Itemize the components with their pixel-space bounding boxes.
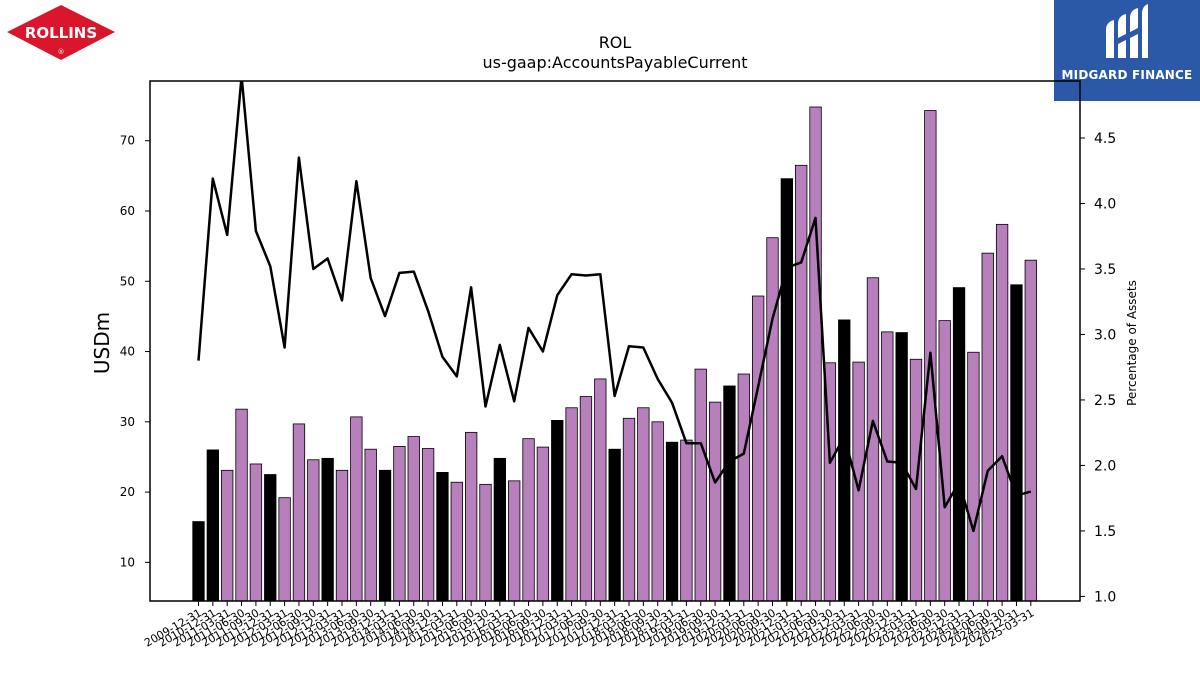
bar [378,469,392,602]
y2-tick-label: 4.5 [1094,131,1116,147]
bar [737,373,750,602]
y-tick-label: 30 [120,415,135,429]
bar [895,332,908,602]
bar [680,439,693,602]
bar [221,469,234,602]
y-tick-label: 60 [120,204,135,218]
y-tick-label: 20 [120,485,135,499]
bar [622,417,636,602]
bar [809,106,822,602]
y-tick-label: 70 [120,134,135,148]
bar [723,385,736,602]
line-series [197,81,1032,533]
bar [292,423,306,602]
bar-series [192,106,1037,602]
midgard-emblem-icon [1106,4,1148,58]
left-y-axis-ticks: 10 20 30 40 50 60 70 [120,134,150,569]
bar [335,469,349,602]
bar [235,408,248,602]
bar [981,252,994,602]
y2-tick-label: 3.5 [1094,262,1116,278]
bar [795,164,808,602]
bar [766,237,779,602]
bar [536,446,550,602]
y2-tick-label: 2.0 [1094,458,1116,474]
y-tick-label: 50 [120,274,135,288]
bar [1024,259,1037,602]
y2-tick-label: 1.0 [1094,589,1116,605]
y2-tick-label: 3.0 [1094,327,1116,343]
bar [350,416,363,602]
midgard-finance-text: MIDGARD FINANCE [1061,68,1193,82]
y-tick-label: 10 [120,555,135,569]
bar [436,472,449,602]
bar [694,368,707,602]
bar [967,351,980,602]
bar [522,438,535,602]
bar [206,449,220,602]
chart-subtitle: us-gaap:AccountsPayableCurrent [482,53,747,72]
bar [464,431,478,602]
bar [708,401,722,602]
y-tick-label: 40 [120,345,135,359]
chart-title: ROL [599,33,632,52]
bar [393,446,406,602]
bar [579,396,593,602]
rollins-logo-text: ROLLINS [25,24,97,42]
rollins-logo-diamond [7,5,115,60]
bar [665,441,679,602]
y-axis-label: USDm [90,312,114,374]
bar [321,457,334,602]
bar [264,474,277,602]
bar [421,448,435,602]
bar [364,448,377,602]
bar [307,459,320,602]
bar [838,319,851,602]
bar [995,223,1009,602]
bar [551,420,564,602]
bar [508,480,521,602]
bar [637,407,650,602]
rollins-logo: ROLLINS ® [6,4,116,62]
bar [450,481,463,602]
y2-tick-label: 2.5 [1094,393,1116,409]
bar [780,178,793,602]
bar [881,331,894,602]
bar [407,436,420,602]
bar [1010,284,1023,602]
percentage-line [197,81,1032,533]
rollins-logo-mark: ® [58,48,65,56]
y2-tick-label: 1.5 [1094,524,1116,540]
bar [493,457,507,602]
bar [952,287,966,602]
bar [278,497,291,602]
bar [852,361,865,602]
bar [651,421,664,602]
right-y-axis-ticks: 1.0 1.5 2.0 2.5 3.0 3.5 4.0 4.5 [1080,131,1116,605]
bar [479,483,492,602]
bar [594,378,607,602]
bar [608,448,621,602]
y2-tick-label: 4.0 [1094,196,1116,212]
y2-axis-label: Percentage of Assets [1125,280,1139,406]
bar [752,295,765,602]
bar [192,521,205,602]
bar [565,407,578,602]
bar [249,463,263,602]
midgard-finance-logo: MIDGARD FINANCE [1054,0,1200,101]
x-axis-ticks: 2009-12-312010-12-312011-03-312011-06-30… [142,601,1036,650]
